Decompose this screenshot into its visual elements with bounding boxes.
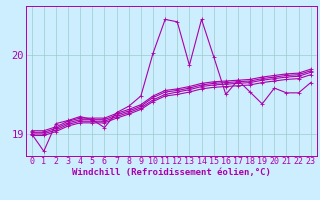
X-axis label: Windchill (Refroidissement éolien,°C): Windchill (Refroidissement éolien,°C) <box>72 168 271 177</box>
